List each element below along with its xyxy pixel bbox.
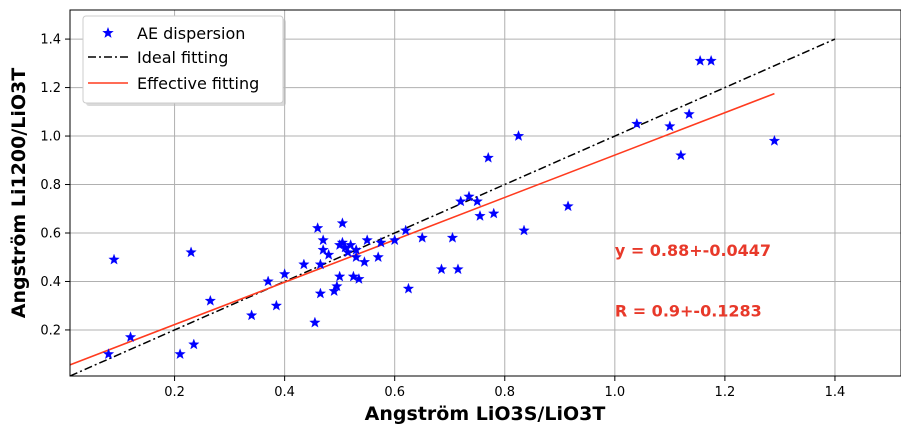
data-point [705, 54, 717, 66]
y-tick-label: 0.8 [40, 178, 61, 193]
data-point [102, 348, 115, 359]
annotations: y = 0.88+-0.0447 R = 0.9+-0.1283 [615, 241, 771, 321]
data-point [664, 120, 676, 132]
data-point [108, 253, 120, 265]
y-tick-label: 0.4 [40, 275, 61, 290]
data-point [562, 200, 574, 212]
data-point [336, 217, 349, 229]
y-axis-ticks: 0.2 0.4 0.6 0.8 1.0 1.2 1.4 [40, 33, 70, 338]
data-point [474, 210, 486, 221]
effective-fitting-line-group [69, 92, 775, 366]
data-point [336, 236, 349, 248]
y-tick-label: 1.0 [40, 130, 61, 145]
x-tick-label: 0.6 [384, 385, 405, 400]
x-tick-label: 0.2 [164, 385, 185, 400]
data-point [463, 190, 475, 202]
x-axis-label: Angström LiO3S/LiO3T [365, 403, 606, 424]
data-point [331, 280, 343, 292]
y-tick-label: 0.6 [40, 226, 61, 241]
data-point [372, 251, 384, 263]
scatter-points [102, 54, 781, 359]
data-point [675, 149, 687, 161]
y-tick-label: 0.2 [40, 323, 61, 338]
y-tick-label: 1.4 [40, 33, 61, 48]
plot-frame [69, 9, 901, 377]
data-point [204, 294, 216, 306]
data-point [518, 224, 530, 236]
data-point [694, 54, 706, 66]
annotation-correlation: R = 0.9+-0.1283 [615, 302, 762, 321]
data-point [317, 234, 329, 246]
data-point [342, 246, 354, 258]
data-point [416, 231, 428, 243]
data-point [262, 275, 274, 287]
ideal-fitting-line-group [69, 38, 836, 377]
data-point [317, 244, 329, 255]
data-point [347, 270, 360, 282]
data-point [334, 270, 346, 282]
data-point [309, 316, 321, 328]
data-point [375, 236, 387, 248]
data-point [455, 195, 467, 207]
ideal-fitting-line [69, 38, 836, 377]
data-point [345, 239, 357, 250]
data-point [350, 251, 362, 263]
x-axis-ticks: 0.2 0.4 0.6 0.8 1.0 1.2 1.4 [164, 376, 845, 400]
legend-star-icon [102, 27, 114, 38]
data-point [312, 222, 324, 233]
data-point [314, 287, 327, 299]
data-point [361, 234, 373, 246]
data-point [323, 248, 335, 260]
data-point [446, 231, 459, 243]
y-tick-label: 1.2 [40, 81, 61, 96]
x-tick-label: 1.2 [715, 385, 736, 400]
x-tick-label: 1.0 [604, 385, 625, 400]
effective-fitting-line [69, 92, 775, 366]
x-tick-label: 0.8 [494, 385, 515, 400]
data-point [270, 299, 283, 311]
data-point [482, 151, 494, 163]
data-point [488, 207, 500, 219]
data-point [314, 258, 327, 270]
grid [70, 10, 901, 376]
data-point [245, 309, 258, 321]
data-point [512, 130, 525, 141]
data-point [298, 258, 310, 270]
legend-label-effective-fitting: Effective fitting [137, 74, 259, 93]
data-point [124, 331, 137, 343]
data-point [402, 282, 415, 294]
data-point [185, 246, 197, 258]
data-point [471, 195, 483, 207]
x-tick-label: 0.4 [274, 385, 295, 400]
data-point [768, 134, 781, 146]
data-point [683, 108, 695, 120]
data-point [350, 244, 362, 255]
annotation-equation: y = 0.88+-0.0447 [615, 241, 771, 260]
data-point [452, 263, 464, 275]
data-point [188, 338, 200, 350]
data-point [353, 273, 365, 284]
legend: AE dispersion Ideal fitting Effective fi… [82, 15, 286, 106]
data-point [400, 224, 412, 236]
data-point [174, 348, 186, 359]
legend-box [82, 15, 284, 104]
data-point [389, 234, 401, 246]
data-point [435, 263, 448, 275]
data-point [631, 117, 643, 129]
legend-label-ideal-fitting: Ideal fitting [137, 48, 228, 67]
legend-label-ae-dispersion: AE dispersion [137, 24, 245, 43]
y-axis-label: Angström Li1200/LiO3T [8, 68, 30, 318]
data-point [278, 268, 291, 279]
x-tick-label: 1.4 [825, 385, 846, 400]
data-point [358, 256, 371, 267]
